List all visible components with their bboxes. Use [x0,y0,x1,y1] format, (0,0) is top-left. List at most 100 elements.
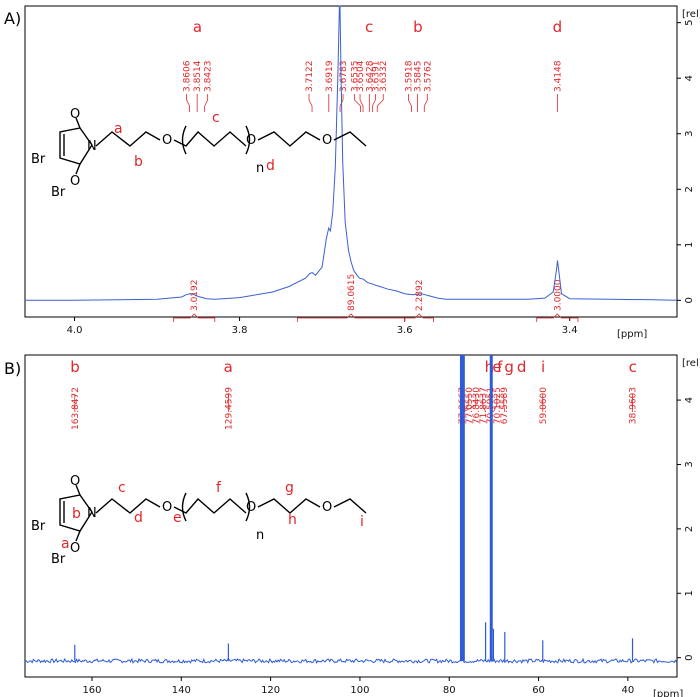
x-tick-label: 60 [532,685,545,696]
struct-label-f: f [216,480,222,496]
struct-label-a: a [61,536,70,552]
peak-label: 76.8430 [472,387,482,424]
peak-label: 3.6391 [371,61,381,93]
panel-b-ylabel: [rel] [682,358,700,369]
peak-label: 3.6535 [350,61,360,93]
assignment-label: b [413,18,423,36]
atom-o-3: O [322,133,332,148]
integral-value: 89.0615 [347,274,357,311]
atom-br-2: Br [51,552,66,567]
struct-label-d: d [134,510,143,526]
panel-a-spectrum-line [25,5,678,301]
peak-label-leader [308,99,313,107]
panel-b-peak-labels: 163.8472129.459977.266777.055076.843071.… [71,387,639,430]
peak-label-leader [423,99,428,107]
peak-label: 3.5762 [423,61,433,93]
struct-label-b: b [134,154,143,170]
peak-label: 70.1025 [493,387,503,424]
panel-a-ylabel: [rel] [682,9,700,20]
struct-label-c: c [118,480,126,496]
panel-a-structure [59,117,367,175]
y-tick-label: 3 [684,461,695,467]
peak-label: 38.9603 [629,387,639,424]
y-tick-label: 0 [684,654,695,660]
peak-label-leader [503,404,506,413]
assignment-label: g [504,358,514,376]
peak-label: 67.5589 [500,387,510,424]
peak-label: 3.6783 [339,61,349,93]
peak-label: 163.8472 [71,387,81,430]
peak-label: 3.6504 [356,60,366,92]
panel-a-atoms: O O N Br Br O O O n a b c d [31,107,332,200]
peak-label-leader [204,99,209,107]
assignment-label: c [365,18,373,36]
peak-label: 71.8637 [479,387,489,424]
y-tick-label: 1 [684,590,695,596]
assignment-label: e [492,358,501,376]
panel-b-assignments: b a hef g d i c [70,358,637,376]
atom-br-1: Br [31,519,46,534]
repeat-n: n [256,528,264,543]
assignment-label: h [485,358,495,376]
assignment-label: a [224,358,233,376]
atom-br-2: Br [51,185,66,200]
peak-label: 3.6428 [365,60,375,92]
peak-label-leader [463,404,477,413]
panel-a-x-axis: 4.0 3.8 3.6 3.4 [67,317,578,336]
y-tick-label: 2 [684,186,695,192]
struct-label-c: c [212,110,220,126]
x-tick-label: 40 [622,685,635,696]
y-tick-label: 5 [684,19,695,25]
atom-o-2: O [246,500,256,515]
peak-label-leader [359,99,364,107]
panel-a-peak-labels: 3.8606 3.8514 3.8423 3.7122 3.6919 3.6783 3.65… [183,60,563,112]
struct-label-b: b [72,506,81,522]
atom-o-1: O [162,500,172,515]
x-tick-label: 140 [172,685,191,696]
assignment-label: c [629,358,637,376]
peak-label: 3.7122 [305,61,315,93]
x-tick-label: 100 [350,685,369,696]
peak-label-leader [376,99,384,107]
peak-label: 3.8606 [183,60,193,92]
x-tick-label: 3.8 [232,325,248,336]
assignment-label: i [541,358,545,376]
atom-o-3: O [322,500,332,515]
panel-b-frame [24,354,678,678]
y-tick-label: 0 [684,297,695,303]
panel-b-atoms: O O N Br Br O O O n a b c d e f g h i [31,474,364,567]
integral-value: 2.2892 [415,280,425,312]
peak-label: 3.8423 [204,61,214,93]
y-tick-label: 3 [684,131,695,137]
panel-a-label: A) [4,9,21,28]
integral-bracket [173,313,216,322]
struct-label-h: h [288,512,297,528]
atom-o-1: O [162,133,172,148]
assignment-label: d [517,358,527,376]
peak-label: 77.0550 [465,387,475,424]
peak-label-leader [354,99,361,107]
y-tick-label: 1 [684,242,695,248]
peak-label-leader [186,99,190,107]
atom-o-top: O [70,474,80,489]
atom-br-1: Br [31,152,46,167]
peak-label: 3.5845 [413,61,423,93]
atom-o-bottom: O [70,174,80,189]
atom-n: N [87,506,97,521]
assignment-label: a [193,18,202,36]
panel-a-y-axis: 0 1 2 3 4 5 [677,19,695,304]
atom-o-bottom: O [70,541,80,556]
x-tick-label: 4.0 [67,325,83,336]
atom-o-top: O [70,107,80,122]
peak-label: 3.5918 [404,60,414,92]
panel-b-structure [59,484,367,542]
atom-o-2: O [246,133,256,148]
struct-label-a: a [114,121,123,137]
assignment-label: b [70,358,80,376]
integral-bracket [536,313,579,322]
atom-n: N [87,139,97,154]
peak-label: 3.6332 [379,61,389,93]
struct-label-e: e [173,510,182,526]
